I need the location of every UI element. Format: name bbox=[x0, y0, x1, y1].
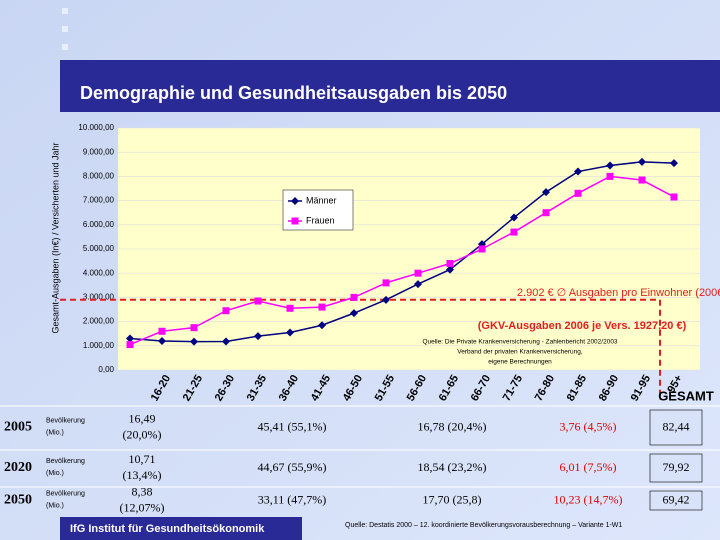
year: 2020 bbox=[4, 460, 32, 475]
y-tick-label: 2.000,00 bbox=[83, 317, 115, 326]
annotation: (GKV-Ausgaben 2006 je Vers. 1927,20 €) bbox=[478, 320, 687, 332]
cell: 45,41 (55,1%) bbox=[258, 419, 327, 433]
marker bbox=[414, 269, 422, 277]
marker bbox=[350, 309, 358, 318]
cell: 18,54 (23,2%) bbox=[418, 460, 487, 474]
cell: (20,0%) bbox=[123, 427, 162, 441]
marker bbox=[350, 293, 358, 301]
cell: 16,78 (20,4%) bbox=[418, 419, 487, 433]
legend-label: Männer bbox=[306, 195, 337, 205]
annotation: 2.902 € ∅ Ausgaben pro Einwohner (2006) bbox=[517, 287, 720, 299]
year: 2050 bbox=[4, 493, 32, 508]
marker bbox=[126, 334, 134, 343]
cell: 8,38 bbox=[132, 484, 153, 498]
total-cell bbox=[649, 490, 703, 511]
pop-unit: (Mio.) bbox=[46, 502, 64, 509]
cell: 33,11 (47,7%) bbox=[258, 492, 327, 506]
cell: (12,07%) bbox=[120, 500, 165, 514]
y-tick-label: 9.000,00 bbox=[83, 147, 115, 156]
marker bbox=[478, 245, 486, 253]
cell: 6,01 (7,5%) bbox=[560, 460, 617, 474]
marker bbox=[574, 167, 582, 176]
chart-source: Verband der privaten Krankenversicherung… bbox=[457, 349, 583, 356]
table-header: GESAMT bbox=[658, 388, 714, 403]
marker bbox=[286, 304, 294, 312]
marker bbox=[318, 303, 326, 311]
marker bbox=[574, 189, 582, 197]
pop-unit: (Mio.) bbox=[46, 470, 64, 477]
dot bbox=[62, 8, 68, 14]
y-tick-label: 3.000,00 bbox=[83, 293, 115, 302]
marker bbox=[222, 337, 230, 346]
marker bbox=[446, 260, 454, 268]
marker bbox=[286, 328, 294, 337]
cell: 82,44 bbox=[663, 419, 690, 433]
dot bbox=[62, 44, 68, 50]
marker bbox=[414, 280, 422, 289]
table: GESAMT 2005 Bevölkerung (Mio.) 16,49 (20,0%) 4… bbox=[0, 388, 720, 514]
marker bbox=[158, 336, 166, 345]
cell: 69,42 bbox=[663, 492, 690, 506]
pop-label: Bevölkerung bbox=[46, 417, 85, 424]
marker bbox=[126, 341, 134, 349]
legend-label: Frauen bbox=[306, 215, 335, 225]
footer: IfG Institut für Gesundheitsökonomik bbox=[70, 523, 265, 535]
cell: 17,70 (25,8) bbox=[423, 492, 482, 506]
pop-label: Bevölkerung bbox=[46, 490, 85, 497]
marker bbox=[542, 209, 550, 217]
series-line bbox=[129, 175, 675, 346]
marker bbox=[254, 297, 262, 305]
y-tick-label: 5.000,00 bbox=[83, 244, 115, 253]
marker bbox=[606, 172, 614, 180]
dot bbox=[62, 26, 68, 32]
y-tick-label: 6.000,00 bbox=[83, 220, 115, 229]
marker bbox=[638, 157, 646, 166]
y-tick-label: 1.000,00 bbox=[83, 341, 115, 350]
marker bbox=[382, 295, 390, 304]
cell: 79,92 bbox=[663, 460, 690, 474]
chart-source: Quelle: Die Private Krankenversicherung … bbox=[422, 339, 617, 346]
marker bbox=[510, 213, 518, 222]
series-line bbox=[129, 161, 675, 343]
marker bbox=[542, 188, 550, 197]
y-tick-label: 8.000,00 bbox=[83, 172, 115, 181]
year: 2005 bbox=[4, 420, 32, 435]
total-cell bbox=[649, 409, 703, 446]
cell: 10,23 (14,7%) bbox=[554, 492, 623, 506]
pop-label: Bevölkerung bbox=[46, 458, 85, 465]
marker bbox=[606, 161, 614, 170]
footer-box bbox=[60, 517, 302, 540]
footer-source: Quelle: Destatis 2000 – 12. koordinierte… bbox=[345, 522, 622, 529]
pop-unit: (Mio.) bbox=[46, 429, 64, 436]
cell: 3,76 (4,5%) bbox=[560, 419, 617, 433]
y-axis-label: Gesamt-Ausgaben (In€) / Versicherten und… bbox=[50, 142, 60, 333]
marker bbox=[318, 321, 326, 330]
cell: 44,67 (55,9%) bbox=[258, 460, 327, 474]
cell: 10,71 bbox=[129, 452, 156, 466]
title-bar bbox=[60, 60, 720, 112]
cell: (13,4%) bbox=[123, 468, 162, 482]
total-cell bbox=[649, 453, 703, 483]
y-tick-label: 4.000,00 bbox=[83, 268, 115, 277]
marker bbox=[158, 327, 166, 335]
y-tick-label: 0,00 bbox=[98, 365, 114, 374]
marker bbox=[510, 228, 518, 236]
chart-source: eigene Berechnungen bbox=[488, 359, 552, 366]
legend-marker bbox=[291, 197, 299, 205]
y-tick-label: 7.000,00 bbox=[83, 196, 115, 205]
title: Demographie und Gesundheitsausgaben bis … bbox=[80, 83, 507, 103]
marker bbox=[382, 279, 390, 287]
marker bbox=[670, 159, 678, 168]
y-tick-label: 10.000,00 bbox=[78, 123, 114, 132]
marker bbox=[190, 337, 198, 346]
legend-marker bbox=[291, 217, 299, 225]
marker bbox=[638, 176, 646, 184]
marker bbox=[446, 265, 454, 274]
marker bbox=[670, 193, 678, 201]
marker bbox=[222, 307, 230, 315]
marker bbox=[254, 332, 262, 341]
cell: 16,49 bbox=[129, 411, 156, 425]
marker bbox=[190, 324, 198, 332]
